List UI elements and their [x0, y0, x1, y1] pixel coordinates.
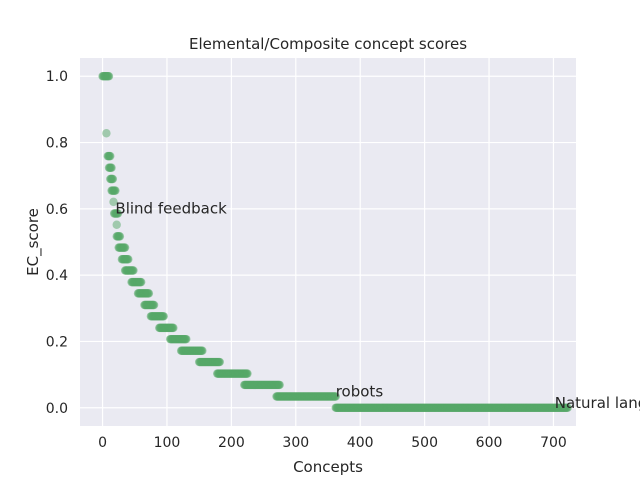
annotations: Blind feedback robots Natural langu — [115, 199, 640, 411]
x-axis-label: Concepts — [293, 458, 363, 476]
data-point — [149, 300, 159, 310]
y-tick-label: 0.4 — [46, 268, 68, 284]
x-tick-label: 0 — [98, 435, 107, 451]
y-axis-label: EC_score — [24, 208, 43, 276]
chart-title: Elemental/Composite concept scores — [189, 35, 467, 53]
annotation-label: Blind feedback — [115, 199, 227, 217]
annotation-label: robots — [336, 382, 384, 400]
data-point — [215, 357, 224, 367]
data-point — [275, 380, 284, 390]
data-point — [169, 323, 178, 333]
data-point — [112, 220, 121, 229]
data-point — [111, 186, 120, 195]
data-point — [120, 243, 130, 252]
data-point — [563, 403, 572, 412]
data-point — [113, 209, 123, 218]
data-point — [129, 266, 138, 275]
data-point — [144, 289, 154, 298]
x-tick-label: 500 — [411, 435, 438, 451]
annotation-label: Natural langu — [555, 394, 640, 412]
data-point — [107, 163, 116, 172]
data-points — [98, 72, 572, 412]
data-point — [331, 392, 340, 401]
x-tick-label: 600 — [476, 435, 503, 451]
y-tick-label: 0.2 — [46, 334, 68, 350]
data-point — [198, 346, 207, 355]
data-point — [102, 129, 111, 138]
y-tick-label: 0.6 — [46, 202, 68, 218]
y-tick-label: 0.8 — [46, 136, 68, 152]
data-point — [108, 174, 118, 184]
data-point — [106, 151, 115, 161]
data-point — [243, 369, 252, 378]
x-tick-label: 700 — [540, 435, 567, 451]
data-point — [124, 255, 133, 264]
grid — [80, 58, 576, 426]
x-axis-ticks: 0 100 200 300 400 500 600 700 — [98, 435, 567, 451]
data-point — [115, 232, 125, 241]
y-tick-label: 1.0 — [46, 69, 68, 85]
x-tick-label: 200 — [218, 435, 245, 451]
data-point — [104, 72, 114, 81]
y-tick-label: 0.0 — [46, 401, 68, 417]
data-point — [159, 312, 168, 321]
y-axis-ticks: 0.0 0.2 0.4 0.6 0.8 1.0 — [46, 69, 68, 417]
data-point — [182, 334, 191, 344]
data-point — [109, 197, 118, 207]
data-point — [136, 277, 146, 287]
x-tick-label: 400 — [347, 435, 374, 451]
plot-background — [80, 58, 576, 426]
x-tick-label: 100 — [154, 435, 181, 451]
x-tick-label: 300 — [282, 435, 309, 451]
